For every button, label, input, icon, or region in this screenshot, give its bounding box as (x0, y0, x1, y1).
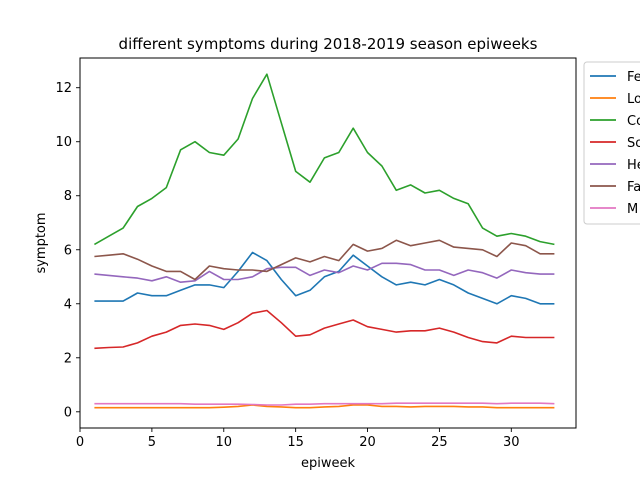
x-tick-label: 0 (76, 435, 84, 450)
y-tick-label: 2 (64, 351, 72, 366)
x-tick-label: 10 (215, 435, 232, 450)
legend-label: Co (627, 114, 640, 129)
legend: Fe Lo Co So He Fa M (583, 61, 640, 225)
y-tick-label: 6 (64, 243, 72, 258)
y-tick-label: 0 (64, 405, 72, 420)
series-line-6 (94, 402, 555, 406)
y-axis: 0 2 4 6 8 10 12 (55, 81, 80, 420)
series-line-5 (94, 239, 555, 281)
x-tick-label: 30 (503, 435, 520, 450)
legend-label: He (627, 158, 640, 173)
legend-label: Fe (627, 70, 640, 85)
plot-area (94, 73, 555, 409)
y-tick-label: 8 (64, 189, 72, 204)
legend-label: Lo (627, 92, 640, 107)
series-line-4 (94, 262, 555, 284)
x-axis: 0 5 10 15 20 25 30 (76, 428, 520, 450)
series-line-0 (94, 251, 555, 305)
y-axis-label: symptom (34, 212, 49, 273)
legend-label: So (627, 136, 640, 151)
x-tick-label: 5 (148, 435, 156, 450)
x-tick-label: 20 (359, 435, 376, 450)
series-layer (94, 73, 555, 409)
y-tick-label: 4 (64, 297, 72, 312)
legend-label: Fa (627, 180, 640, 195)
series-line-3 (94, 309, 555, 350)
y-tick-label: 10 (55, 135, 72, 150)
series-line-2 (94, 73, 555, 246)
x-axis-label: epiweek (301, 456, 355, 471)
y-tick-label: 12 (55, 81, 72, 96)
legend-box (583, 61, 640, 225)
axes-frame (79, 57, 577, 429)
x-tick-label: 15 (287, 435, 304, 450)
legend-label: M (627, 202, 638, 217)
x-tick-label: 25 (431, 435, 448, 450)
series-line-1 (94, 404, 555, 409)
chart-title: different symptoms during 2018-2019 seas… (119, 35, 538, 53)
